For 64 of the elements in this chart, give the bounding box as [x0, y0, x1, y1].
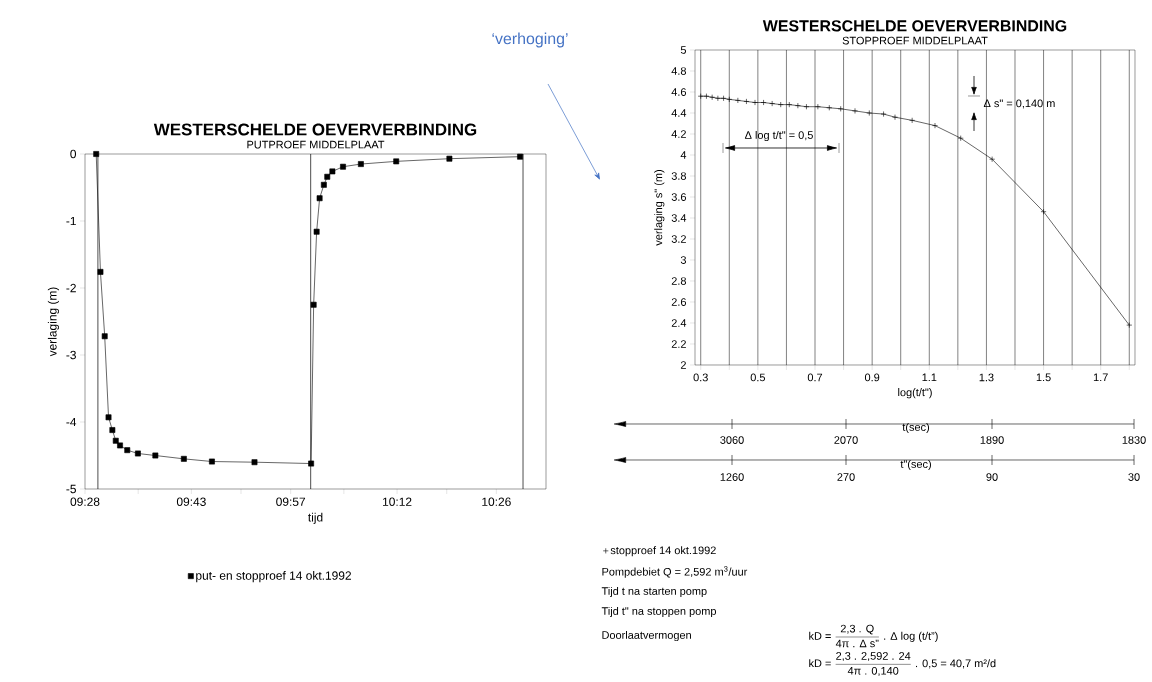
text: t"(sec) [900, 459, 931, 471]
text: Tijd t na starten pomp [601, 586, 707, 598]
y-tick-label: 3.2 [671, 235, 686, 243]
y-tick-label: 5 [680, 46, 687, 54]
legend-label: put- en stopproef 14 okt.1992 [196, 571, 351, 583]
text: 2070 [834, 436, 858, 444]
annotation: Δ s" = 0,140 m [983, 99, 1055, 109]
y-tick-label: 4.8 [671, 67, 686, 75]
y-tick-label: 0 [70, 149, 77, 159]
y-tick-label: 3.4 [671, 214, 687, 222]
y-tick-label: 4 [680, 151, 687, 159]
y-axis-title: verlaging s" (m) [654, 170, 665, 246]
x-tick-label: 09:57 [276, 497, 306, 506]
y-tick-label: 4.4 [671, 109, 687, 117]
y-axis-title: verlaging (m) [47, 287, 60, 357]
text: 1890 [980, 436, 1004, 444]
x-tick-label: 1.1 [922, 373, 937, 382]
text: 270 [837, 473, 855, 481]
x-tick-label: 1.7 [1093, 373, 1108, 382]
text: $\text{kD = }\frac{\text{2,3 . Q}}{\text{4π . Δ s"}}\text{ . Δ log (t/t")}$ [809, 624, 938, 648]
legend-label: stopproef 14 okt.1992 [610, 546, 716, 557]
text: t(sec) [902, 422, 930, 434]
y-tick-label: 2.8 [671, 277, 686, 285]
y-tick-label: 3.6 [671, 193, 686, 201]
chart-subtitle: STOPPROEF MIDDELPLAAT [842, 36, 988, 45]
x-tick-label: 0.3 [693, 373, 708, 382]
x-tick-label: 0.5 [750, 373, 766, 382]
y-tick-label: -4 [66, 417, 77, 427]
x-tick-label: 1.5 [1036, 373, 1051, 382]
text: 30 [1128, 473, 1140, 481]
text: 1830 [1122, 436, 1146, 444]
x-axis-title: tijd [308, 512, 323, 524]
y-tick-label: 2.6 [671, 298, 686, 306]
y-tick-label: -5 [66, 484, 76, 494]
x-tick-label: 10:12 [383, 497, 412, 506]
y-tick-label: 4.6 [671, 88, 686, 96]
text: Tijd t" na stoppen pomp [601, 606, 717, 618]
text: $\text{kD = }\frac{\text{2,3 . 2,592 . 24}}{\text{4π . 0,140}}\text{ . 0,5 = 40,7 m²/d}$ [809, 652, 996, 676]
y-tick-label: -3 [66, 350, 76, 360]
text: 3060 [720, 436, 744, 444]
chart-subtitle: PUTPROEF MIDDELPLAAT [247, 140, 385, 149]
y-tick-label: -2 [66, 283, 76, 293]
y-tick-label: 2.4 [671, 319, 687, 327]
text: Doorlaatvermogen [602, 630, 691, 642]
x-tick-label: 0.7 [807, 373, 823, 382]
annotation: Δ log t/t" = 0,5 [744, 130, 813, 142]
y-tick-label: 2 [680, 361, 686, 369]
x-tick-label: 09:28 [70, 497, 100, 506]
chart-title: WESTERSCHELDE OEVERVERBINDING [762, 20, 1067, 32]
x-tick-label: 0.9 [864, 373, 880, 382]
x-tick-label: 10:26 [482, 497, 511, 506]
text: 90 [986, 473, 998, 481]
y-tick-label: 3 [680, 256, 686, 264]
y-tick-label: -1 [66, 216, 76, 226]
x-tick-label: 09:43 [176, 497, 206, 506]
y-tick-label: 2.2 [671, 340, 686, 348]
y-tick-label: 3.8 [671, 172, 686, 180]
text: Pompdebiet Q = 2,592 m$^{3}$/uur [602, 566, 748, 578]
y-tick-label: 4.2 [671, 130, 686, 138]
x-tick-label: 1.3 [979, 373, 994, 382]
chart-title: WESTERSCHELDE OEVERVERBINDING [153, 123, 477, 136]
text: ‘verhoging’ [492, 32, 568, 48]
text: 1260 [720, 473, 744, 481]
x-axis-title: log(t/t") [898, 388, 932, 399]
